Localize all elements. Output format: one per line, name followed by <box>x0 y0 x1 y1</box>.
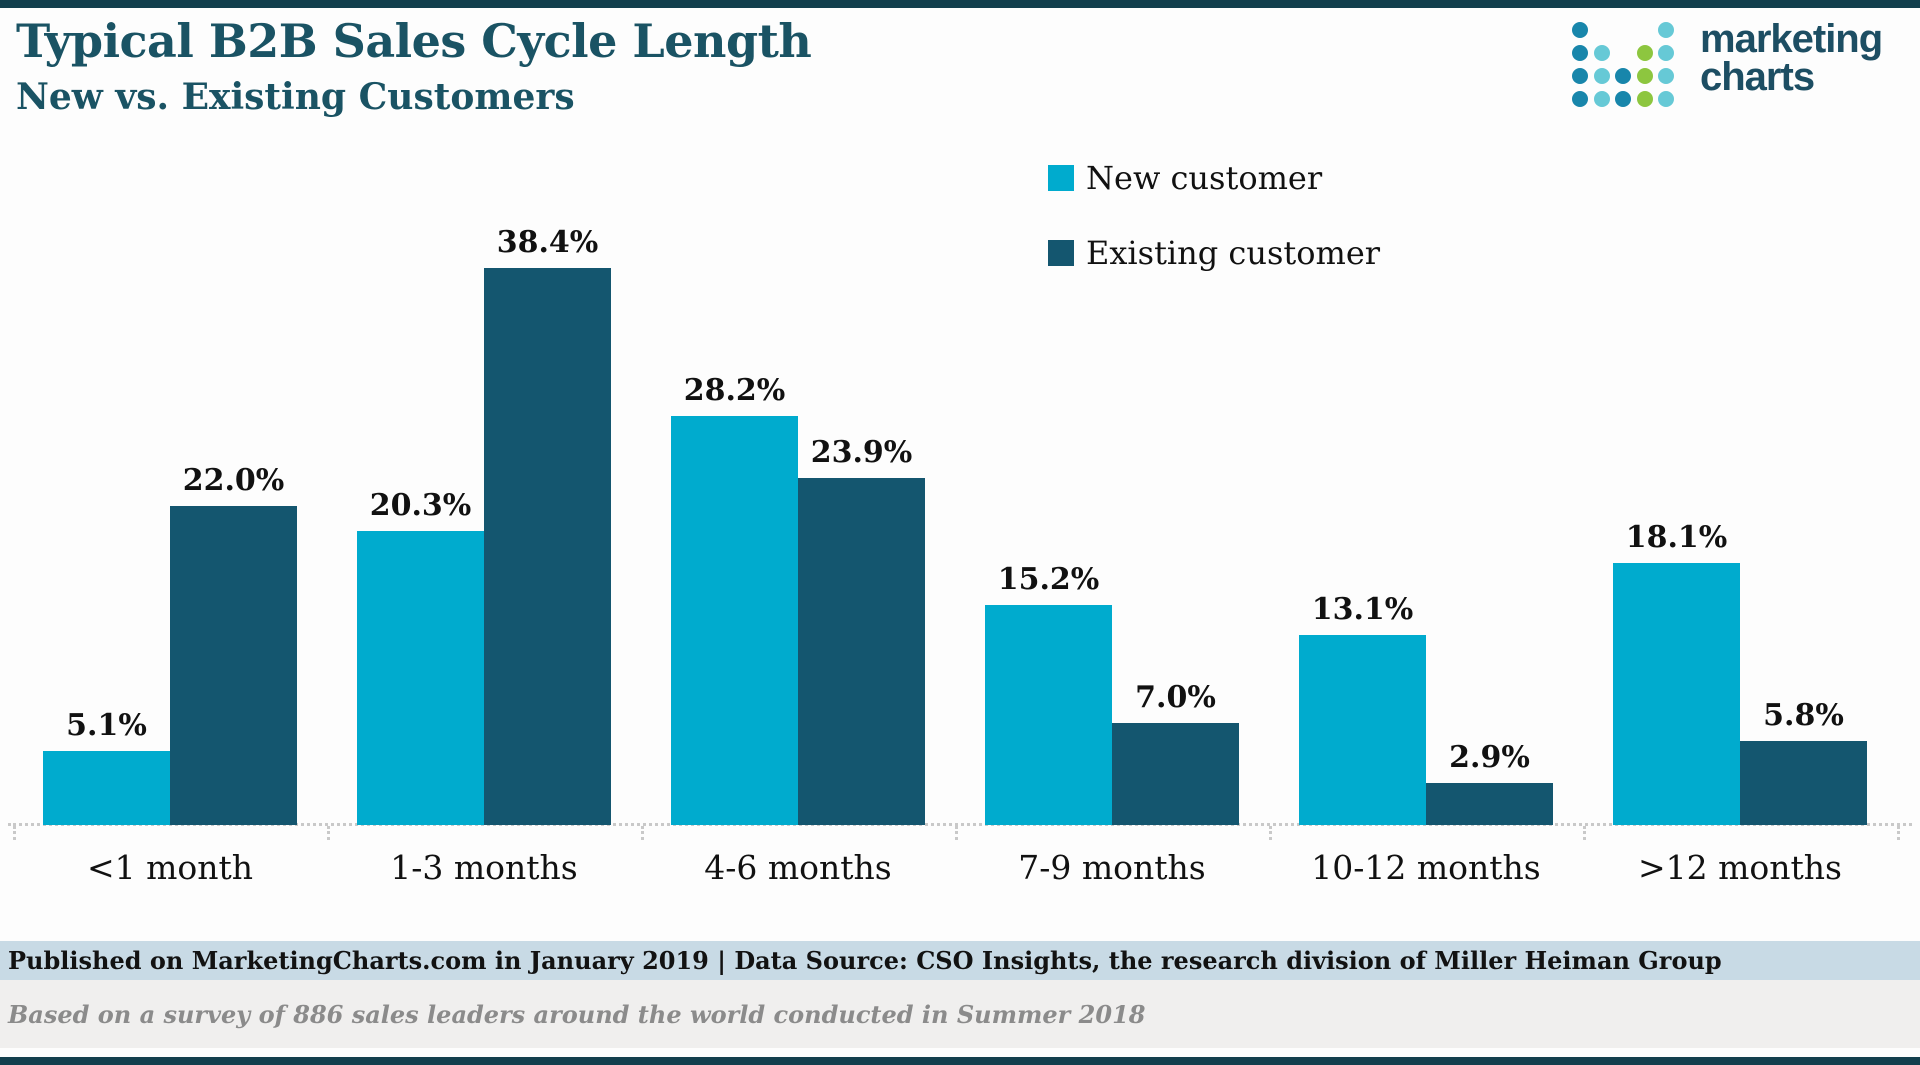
new-customer-swatch-icon <box>1048 165 1074 191</box>
bar-existing-0 <box>170 506 297 825</box>
top-border <box>0 0 1920 8</box>
bar-value-label: 18.1% <box>1625 520 1728 555</box>
logo-dot-icon <box>1572 22 1588 38</box>
logo-dot-icon <box>1593 45 1610 61</box>
logo-dot-icon <box>1593 68 1610 84</box>
x-axis-category-label: 1-3 months <box>390 848 578 887</box>
logo-line1: marketing <box>1700 17 1883 61</box>
bar-new-2 <box>671 416 798 825</box>
logo-dot-icon <box>1572 68 1588 84</box>
x-axis-tick <box>641 826 644 840</box>
x-axis-tick <box>1897 826 1900 840</box>
marketingcharts-logo-text: marketing charts <box>1700 17 1883 99</box>
logo-dot-icon <box>1658 45 1674 61</box>
logo-dot-icon <box>1636 45 1653 61</box>
logo-dot-icon <box>1593 91 1610 107</box>
publication-text: Published on MarketingCharts.com in Janu… <box>8 946 1722 975</box>
bar-new-3 <box>985 605 1112 825</box>
x-axis-category-label: >12 months <box>1638 848 1842 887</box>
bar-existing-5 <box>1740 741 1867 825</box>
page-subtitle: New vs. Existing Customers <box>16 76 575 118</box>
bar-value-label: 38.4% <box>496 225 599 260</box>
x-axis-category-label: 7-9 months <box>1018 848 1206 887</box>
logo-dot-icon <box>1658 22 1674 38</box>
logo-dot-icon <box>1658 68 1674 84</box>
publication-band: Published on MarketingCharts.com in Janu… <box>0 941 1920 980</box>
existing-customer-swatch-icon <box>1048 240 1074 266</box>
logo-dot-icon <box>1572 45 1588 61</box>
x-axis-category-label: 4-6 months <box>704 848 892 887</box>
page-title: Typical B2B Sales Cycle Length <box>16 14 812 68</box>
x-axis-category-label: 10-12 months <box>1311 848 1541 887</box>
bar-existing-2 <box>798 478 925 825</box>
bar-value-label: 13.1% <box>1311 592 1414 627</box>
x-axis-tick <box>13 826 16 840</box>
x-axis-tick <box>1583 826 1586 840</box>
logo-dot-icon <box>1572 91 1588 107</box>
legend-item-new-customer: New customer <box>1048 158 1322 198</box>
x-axis-tick <box>1269 826 1272 840</box>
logo-dot-icon <box>1615 68 1631 84</box>
bar-new-5 <box>1613 563 1740 825</box>
bar-new-0 <box>43 751 170 825</box>
bar-value-label: 28.2% <box>683 373 786 408</box>
x-axis-baseline <box>8 823 1912 826</box>
bar-value-label: 15.2% <box>997 562 1100 597</box>
bar-existing-3 <box>1112 723 1239 825</box>
marketingcharts-logo-icon <box>1572 22 1682 118</box>
bar-new-1 <box>357 531 484 825</box>
bar-value-label: 22.0% <box>182 463 285 498</box>
legend-label: Existing customer <box>1086 234 1381 272</box>
note-band: Based on a survey of 886 sales leaders a… <box>0 980 1920 1048</box>
logo-dot-icon <box>1658 91 1674 107</box>
logo-line2: charts <box>1700 55 1815 99</box>
bar-existing-4 <box>1426 783 1553 825</box>
legend-item-existing-customer: Existing customer <box>1048 233 1380 273</box>
bar-existing-1 <box>484 268 611 825</box>
survey-note-text: Based on a survey of 886 sales leaders a… <box>8 999 1146 1029</box>
x-axis-tick <box>955 826 958 840</box>
x-axis-tick <box>327 826 330 840</box>
logo-dot-icon <box>1636 68 1653 84</box>
x-axis-category-label: <1 month <box>86 848 254 887</box>
logo-dot-icon <box>1615 91 1631 107</box>
legend-label: New customer <box>1086 159 1323 197</box>
bottom-border <box>0 1057 1920 1065</box>
logo-dot-icon <box>1636 91 1653 107</box>
bar-new-4 <box>1299 635 1426 825</box>
